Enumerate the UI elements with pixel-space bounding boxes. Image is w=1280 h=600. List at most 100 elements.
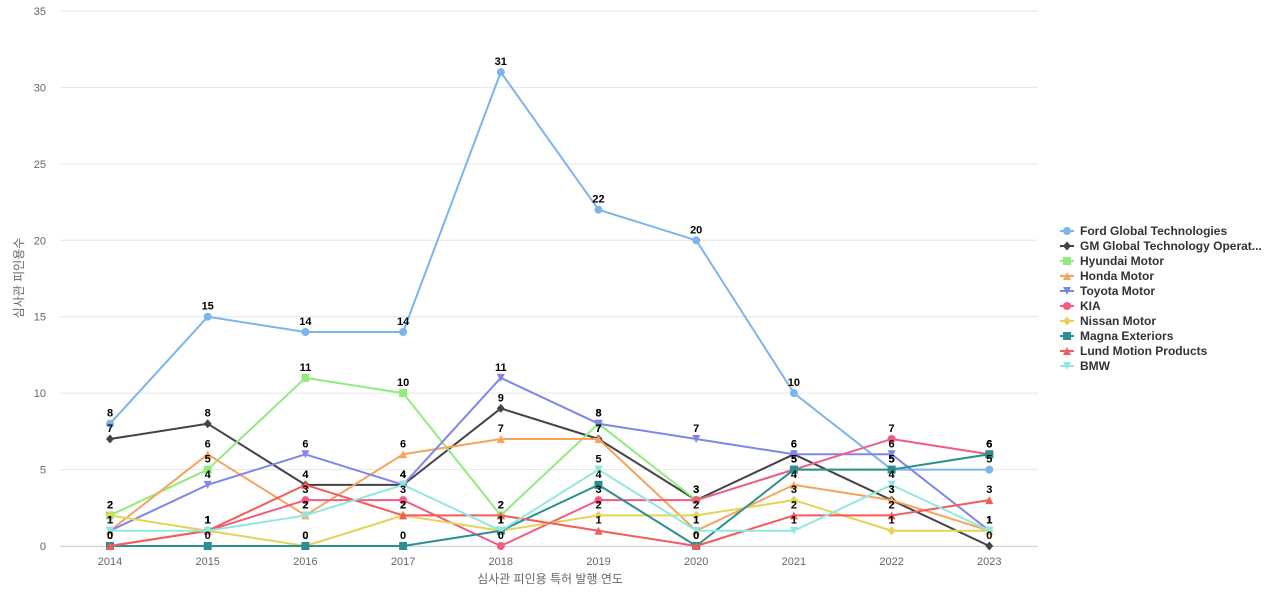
data-label: 5	[889, 454, 895, 466]
data-label: 1	[107, 515, 113, 527]
y-tick-label: 25	[34, 159, 46, 171]
data-point	[887, 465, 896, 474]
data-point	[985, 465, 994, 474]
legend-item: Honda Motor	[1060, 269, 1154, 283]
data-label: 2	[400, 499, 406, 511]
series-5	[106, 373, 994, 535]
series-line	[109, 453, 991, 547]
legend-item: BMW	[1060, 359, 1111, 373]
legend-item: Lund Motion Products	[1060, 344, 1208, 358]
data-label: 1	[205, 515, 211, 527]
data-label: 3	[889, 484, 895, 496]
data-point	[887, 450, 896, 459]
data-label: 0	[693, 530, 699, 542]
data-point	[789, 389, 798, 398]
data-label: 2	[302, 499, 308, 511]
y-tick-label: 35	[34, 6, 46, 18]
data-label: 1	[889, 515, 895, 527]
data-point	[203, 465, 212, 474]
data-label: 2	[107, 499, 113, 511]
x-tick-label: 2017	[391, 556, 415, 568]
data-label: 31	[495, 56, 507, 68]
legend-label: Ford Global Technologies	[1080, 224, 1227, 238]
x-tick-label: 2019	[586, 556, 610, 568]
data-label: 0	[302, 530, 308, 542]
data-point	[301, 450, 310, 459]
legend-label: Toyota Motor	[1080, 284, 1155, 298]
x-axis-title: 심사관 피인용 특허 발행 연도	[477, 571, 623, 586]
data-label: 6	[986, 438, 992, 450]
legend-symbol	[1063, 347, 1071, 355]
y-tick-label: 30	[34, 82, 46, 94]
data-point	[203, 419, 212, 429]
data-label: 3	[889, 484, 895, 496]
data-label: 1	[107, 515, 113, 527]
series-1	[106, 68, 994, 474]
data-point	[203, 526, 212, 535]
data-point	[692, 526, 701, 535]
data-label: 2	[791, 499, 797, 511]
data-label: 7	[595, 423, 601, 435]
data-label: 5	[791, 454, 797, 466]
data-label: 3	[400, 484, 406, 496]
data-point	[399, 496, 408, 505]
legend-item: Nissan Motor	[1060, 314, 1156, 328]
legend-symbol	[1063, 227, 1071, 235]
data-label: 3	[693, 484, 699, 496]
data-point	[887, 496, 896, 505]
data-point	[496, 403, 505, 413]
data-label: 0	[498, 530, 504, 542]
data-point	[985, 496, 994, 505]
data-label: 9	[498, 392, 504, 404]
y-tick-label: 15	[34, 312, 46, 324]
series-6	[106, 435, 994, 550]
data-label: 0	[400, 530, 406, 542]
data-point	[399, 511, 408, 520]
data-point	[594, 419, 603, 428]
data-point	[301, 373, 310, 382]
data-point	[692, 542, 701, 550]
data-label: 1	[498, 515, 504, 527]
data-point	[887, 511, 896, 520]
data-label: 6	[791, 438, 797, 450]
data-point	[399, 480, 408, 489]
data-point	[106, 434, 114, 444]
data-label: 4	[400, 469, 407, 481]
data-point	[594, 480, 603, 489]
data-point	[594, 465, 603, 474]
data-label: 6	[791, 438, 797, 450]
series-lines	[106, 68, 994, 551]
data-point	[399, 450, 408, 459]
data-label: 1	[986, 515, 992, 527]
data-point	[106, 526, 114, 535]
data-point	[496, 511, 505, 520]
data-label: 0	[107, 530, 113, 542]
data-point	[496, 526, 505, 535]
series-line	[109, 71, 991, 471]
legend-symbol	[1063, 241, 1071, 251]
x-tick-label: 2016	[293, 556, 317, 568]
legend-item: Ford Global Technologies	[1060, 224, 1227, 238]
y-tick-label: 10	[34, 388, 46, 400]
data-label: 7	[498, 423, 504, 435]
data-label: 5	[791, 454, 797, 466]
data-label: 0	[107, 530, 113, 542]
data-point	[203, 312, 212, 321]
legend-label: BMW	[1080, 359, 1111, 373]
data-point	[496, 68, 505, 77]
data-label: 6	[302, 438, 308, 450]
data-point	[301, 496, 310, 505]
data-label: 2	[595, 499, 601, 511]
data-point	[301, 480, 310, 489]
legend-symbol	[1063, 257, 1071, 265]
data-point	[594, 435, 603, 443]
series-10	[106, 465, 994, 535]
data-point	[789, 526, 798, 535]
data-label: 7	[693, 423, 699, 435]
data-point	[692, 496, 701, 505]
data-label: 1	[205, 515, 211, 527]
data-label: 6	[400, 438, 406, 450]
data-label: 0	[302, 530, 308, 542]
x-tick-label: 2022	[879, 556, 903, 568]
data-point	[301, 328, 310, 336]
